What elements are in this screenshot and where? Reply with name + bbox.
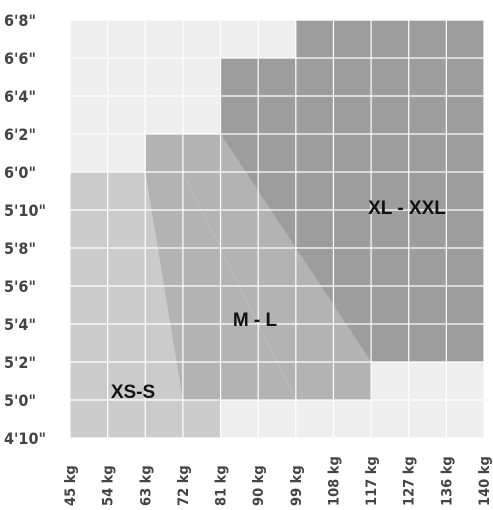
x-tick-label: 81 kg bbox=[214, 465, 230, 506]
y-tick-label: 5'4" bbox=[4, 315, 36, 334]
y-tick-label: 6'8" bbox=[4, 11, 36, 30]
x-tick-label: 117 kg bbox=[364, 456, 380, 506]
x-tick-label: 45 kg bbox=[63, 465, 79, 506]
zone-label-xl-xxl: XL - XXL bbox=[368, 198, 446, 219]
x-tick-label: 140 kg bbox=[477, 456, 493, 506]
y-tick-label: 5'8" bbox=[4, 239, 36, 258]
y-tick-label: 6'2" bbox=[4, 125, 36, 144]
zone-labels: XS-S M - L XL - XXL bbox=[111, 198, 446, 403]
x-tick-label: 90 kg bbox=[251, 465, 267, 506]
y-tick-label: 5'6" bbox=[4, 277, 36, 296]
x-axis-ticks: 45 kg 54 kg 63 kg 72 kg 81 kg 90 kg 99 kg 108 k… bbox=[63, 456, 493, 506]
y-tick-label: 6'6" bbox=[4, 49, 36, 68]
y-tick-label: 6'0" bbox=[4, 163, 36, 182]
x-tick-label: 72 kg bbox=[176, 465, 192, 506]
x-tick-label: 99 kg bbox=[289, 465, 305, 506]
x-tick-label: 54 kg bbox=[101, 465, 117, 506]
zone-xl-xxl bbox=[220, 20, 484, 362]
y-axis-ticks: 6'8" 6'6" 6'4" 6'2" 6'0" 5'10" 5'8" 5'6" 5'4" 5'2… bbox=[4, 11, 46, 448]
x-tick-label: 108 kg bbox=[326, 456, 342, 506]
grid-lines bbox=[69, 19, 485, 439]
x-tick-label: 136 kg bbox=[439, 456, 455, 506]
y-tick-label: 5'2" bbox=[4, 353, 36, 372]
zone-label-m-l: M - L bbox=[233, 310, 278, 331]
x-tick-label: 63 kg bbox=[138, 465, 154, 506]
y-tick-label: 5'10" bbox=[4, 201, 46, 220]
x-tick-label: 127 kg bbox=[402, 456, 418, 506]
y-tick-label: 6'4" bbox=[4, 87, 36, 106]
y-tick-label: 5'0" bbox=[4, 391, 36, 410]
zone-label-xs-s: XS-S bbox=[111, 382, 155, 403]
y-tick-label: 4'10" bbox=[4, 429, 46, 448]
